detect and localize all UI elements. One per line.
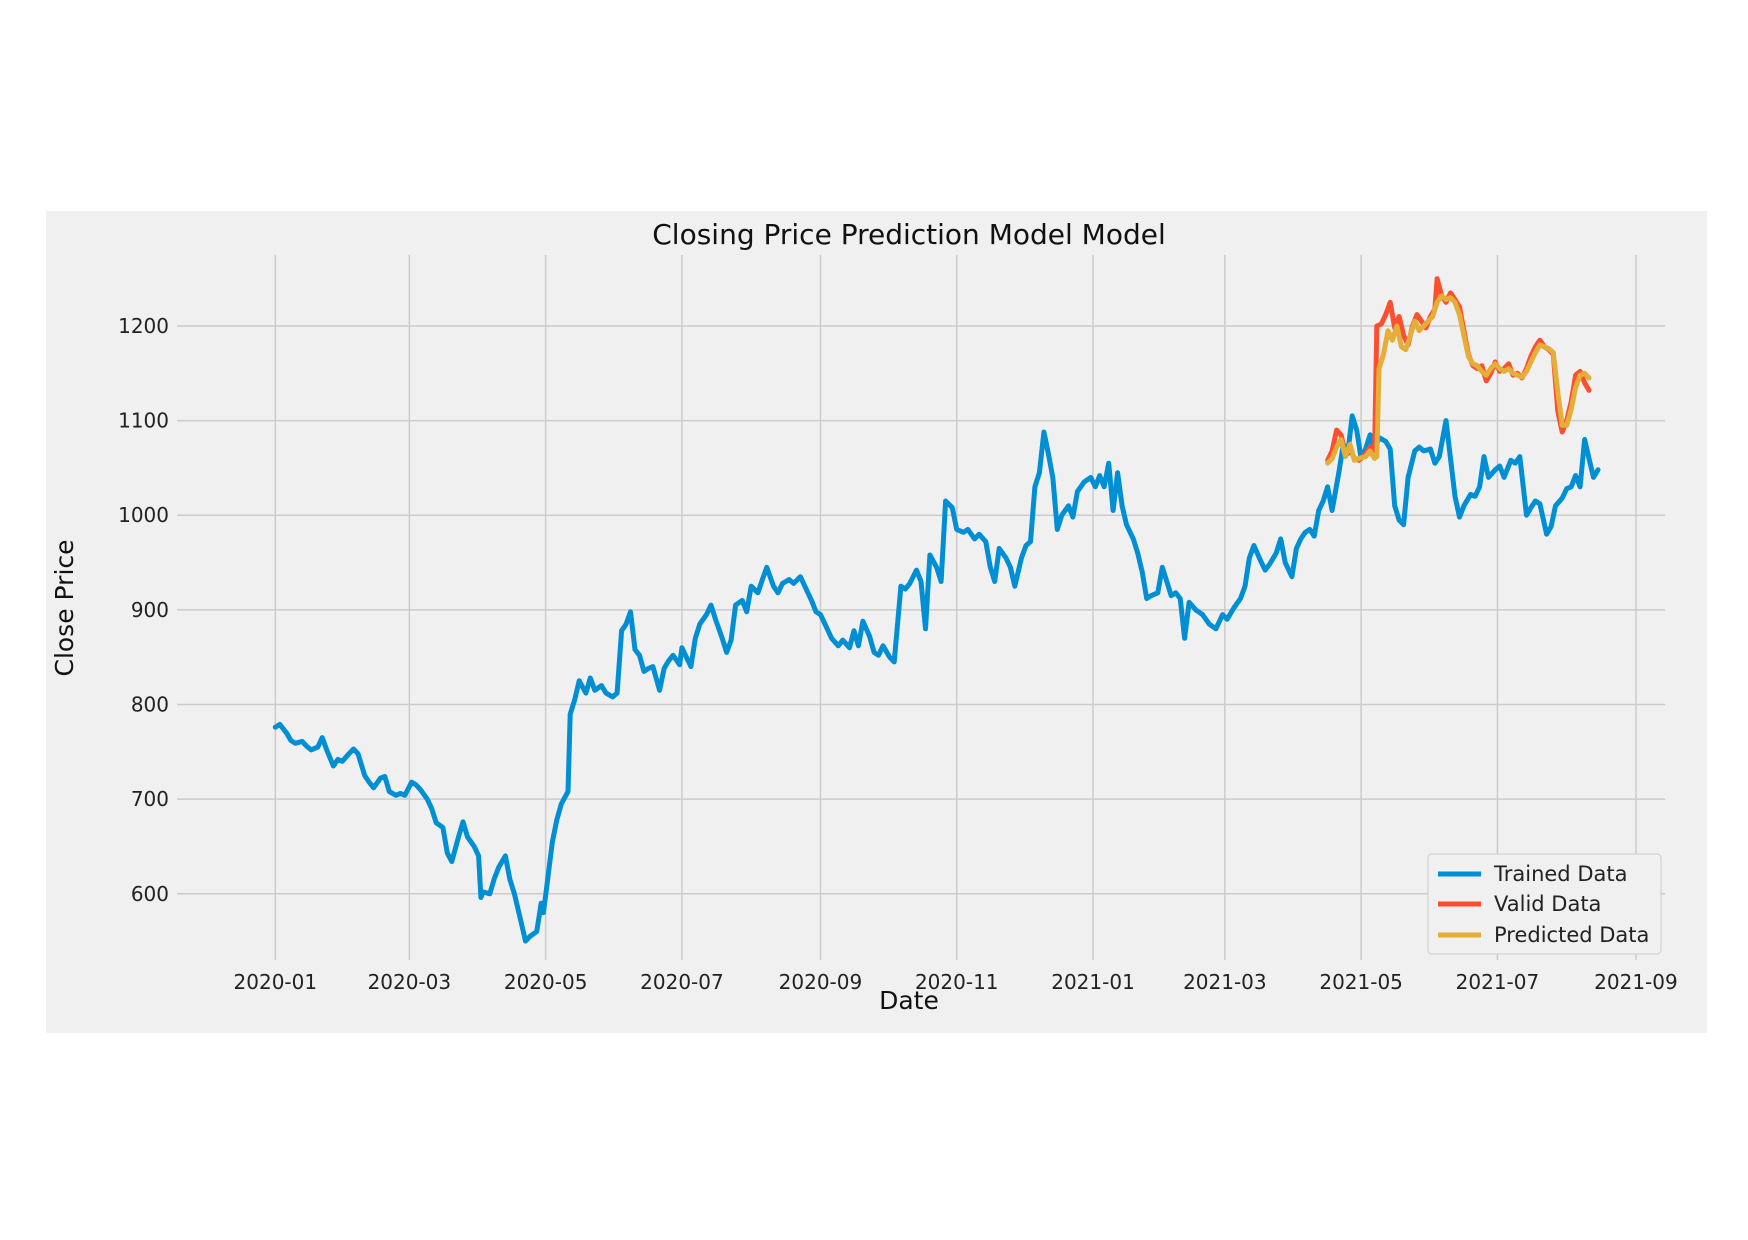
y-tick-label: 800 [131, 692, 169, 716]
x-tick-label: 2020-07 [640, 970, 724, 994]
y-tick-label: 600 [131, 882, 169, 906]
x-tick-label: 2021-09 [1594, 970, 1678, 994]
x-tick-label: 2020-09 [779, 970, 863, 994]
x-tick-label: 2020-11 [915, 970, 999, 994]
x-axis-label: Date [879, 986, 939, 1015]
series-lines [272, 276, 1601, 944]
x-tick-label: 2021-07 [1456, 970, 1540, 994]
chart-title: Closing Price Prediction Model Model [652, 218, 1166, 251]
legend-label-valid: Valid Data [1494, 892, 1601, 916]
x-tick-label: 2020-03 [368, 970, 452, 994]
line-chart: Closing Price Prediction Model Model 600… [50, 218, 1678, 1015]
x-tick-label: 2020-01 [234, 970, 318, 994]
y-axis-label: Close Price [50, 539, 79, 676]
x-tick-label: 2021-03 [1183, 970, 1267, 994]
axis-ticks: 600 700 800 900 1000 1100 1200 2020-01 2020-03 20… [118, 314, 1678, 994]
legend: Trained Data Valid Data Predicted Data [1427, 853, 1662, 955]
y-tick-label: 1200 [118, 314, 169, 338]
y-tick-label: 1000 [118, 503, 169, 527]
grid [177, 255, 1665, 960]
y-tick-label: 900 [131, 598, 169, 622]
trained-data-line [272, 413, 1601, 944]
legend-label-predicted: Predicted Data [1494, 923, 1649, 947]
legend-box [1427, 853, 1662, 955]
y-tick-label: 700 [131, 787, 169, 811]
x-tick-label: 2020-05 [504, 970, 588, 994]
legend-label-trained: Trained Data [1493, 862, 1627, 886]
chart-figure: Closing Price Prediction Model Model 600… [46, 211, 1707, 1033]
x-tick-label: 2021-05 [1319, 970, 1403, 994]
x-tick-label: 2021-01 [1051, 970, 1135, 994]
y-tick-label: 1100 [118, 409, 169, 433]
predicted-data-line [1325, 293, 1592, 466]
